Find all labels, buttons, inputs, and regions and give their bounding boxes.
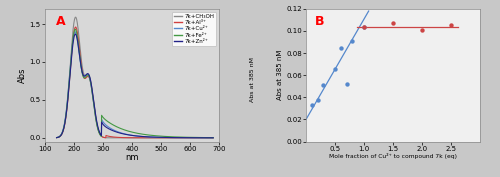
Point (337, 46, 345, 49)
Point (360, 25, 368, 28)
Point (308, 104, 316, 107)
Point (314, 98, 322, 101)
Y-axis label: Abs at 385 nM: Abs at 385 nM (278, 50, 283, 100)
Point (360, 25, 368, 28)
Point (348, 39, 356, 42)
X-axis label: nm: nm (125, 153, 139, 162)
X-axis label: Mole fraction of Cu²⁺ to compound 7k (eq): Mole fraction of Cu²⁺ to compound 7k (eq… (329, 153, 457, 159)
Point (389, 22, 397, 25)
Point (342, 83, 350, 85)
Text: Abs at 385 nM: Abs at 385 nM (250, 57, 255, 102)
Point (418, 28, 426, 31)
Point (331, 67, 339, 70)
Point (447, 24, 455, 27)
Legend: 7k+CH₃OH, 7k+Al³⁺, 7k+Cu²⁺, 7k+Fe²⁺, 7k+Zn²⁺: 7k+CH₃OH, 7k+Al³⁺, 7k+Cu²⁺, 7k+Fe²⁺, 7k+… (172, 12, 216, 46)
Y-axis label: Abs: Abs (18, 67, 27, 83)
Text: A: A (56, 16, 65, 28)
Text: B: B (314, 16, 324, 28)
Point (320, 84, 328, 87)
